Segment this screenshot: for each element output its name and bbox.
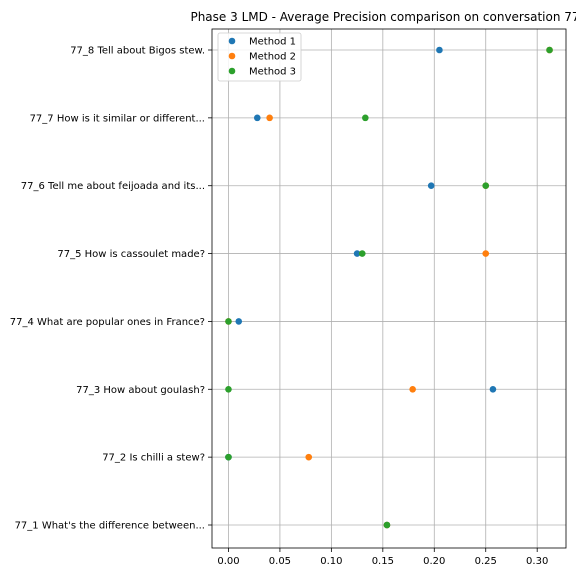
- legend-marker: [228, 52, 236, 60]
- y-tick-label: 77_6 Tell me about feijoada and its...: [21, 181, 205, 192]
- data-point: [305, 453, 313, 461]
- y-tick-label: 77_8 Tell about Bigos stew.: [70, 46, 205, 57]
- legend-marker: [228, 37, 236, 45]
- data-point: [482, 182, 490, 190]
- y-tick-label: 77_1 What's the difference between...: [15, 521, 205, 532]
- data-point: [225, 318, 232, 325]
- chart-title: Phase 3 LMD - Average Precision comparis…: [190, 10, 576, 24]
- axes: [208, 28, 567, 552]
- data-point: [489, 385, 497, 393]
- y-tick-label: 77_2 Is chilli a stew?: [102, 453, 205, 464]
- x-tick-label: 0.00: [217, 556, 239, 567]
- legend-label: Method 1: [249, 37, 296, 48]
- data-point: [362, 114, 369, 122]
- data-point: [225, 385, 232, 393]
- data-point: [358, 250, 366, 257]
- tick-labels: 0.00 0.05 0.10 0.15 0.20 0.25 0.30 77_8 Tell ab…: [10, 46, 549, 568]
- plot-frame: [211, 28, 567, 549]
- y-tick-label: 77_3 How about goulash?: [76, 385, 205, 396]
- data-point: [353, 250, 361, 257]
- data-point: [225, 453, 232, 461]
- data-points: [225, 46, 553, 529]
- legend-label: Method 2: [249, 52, 296, 63]
- x-tick-label: 0.05: [269, 556, 291, 567]
- grid-lines: [212, 29, 566, 548]
- y-tick-label: 77_5 How is cassoulet made?: [57, 249, 205, 260]
- data-point: [482, 250, 490, 257]
- x-tick-label: 0.15: [372, 556, 394, 567]
- legend-marker: [228, 67, 236, 75]
- data-point: [383, 521, 391, 529]
- data-point: [427, 182, 435, 190]
- data-point: [409, 385, 416, 393]
- data-point: [436, 46, 443, 54]
- legend: Method 1 Method 2 Method 3: [217, 32, 302, 82]
- x-tick-label: 0.30: [526, 556, 548, 567]
- data-point: [266, 114, 273, 122]
- legend-box: [217, 32, 302, 82]
- y-tick-label: 77_4 What are popular ones in France?: [10, 317, 205, 328]
- x-tick-label: 0.10: [320, 556, 342, 567]
- data-point: [546, 46, 553, 54]
- x-tick-label: 0.25: [475, 556, 497, 567]
- y-tick-label: 77_7 How is it similar or different...: [30, 113, 205, 124]
- data-point: [253, 114, 261, 122]
- x-tick-label: 0.20: [423, 556, 445, 567]
- legend-label: Method 3: [249, 67, 296, 78]
- data-point: [235, 318, 243, 325]
